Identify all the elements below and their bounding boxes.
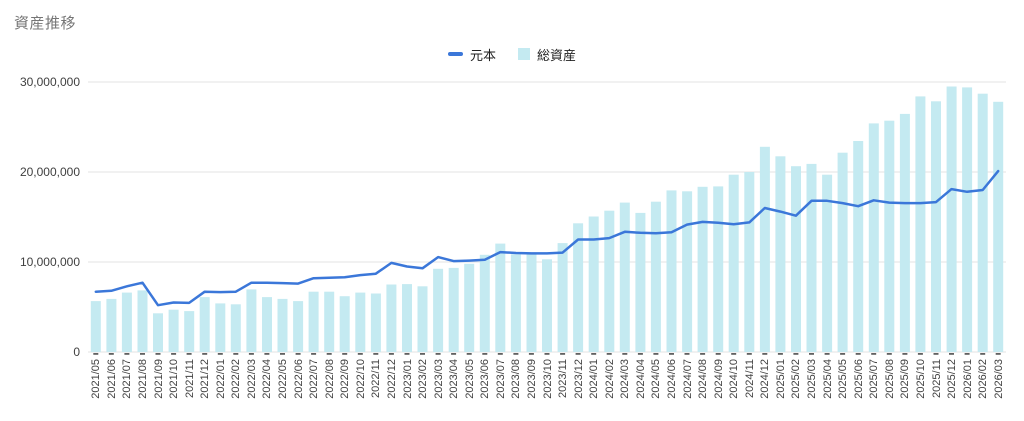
x-tick-label: 2021/06 bbox=[105, 359, 118, 399]
x-tick-label: 2023/12 bbox=[572, 359, 585, 399]
x-tick-label: 2022/02 bbox=[230, 359, 243, 399]
legend-item-label: 総資産 bbox=[537, 47, 577, 63]
x-tick-label: 2022/01 bbox=[214, 359, 227, 399]
x-tick-label: 2022/08 bbox=[323, 359, 336, 399]
y-tick-label: 20,000,000 bbox=[19, 165, 80, 179]
x-tick-label: 2023/04 bbox=[448, 359, 461, 399]
x-tick-label: 2025/07 bbox=[868, 359, 881, 399]
x-tick-label: 2025/05 bbox=[837, 359, 850, 399]
x-tick-label: 2022/06 bbox=[292, 359, 305, 399]
x-tick-label: 2025/11 bbox=[930, 359, 943, 398]
x-tick-label: 2022/09 bbox=[339, 359, 352, 399]
x-tick-label: 2024/05 bbox=[650, 359, 663, 399]
x-tick-label: 2024/07 bbox=[681, 359, 694, 399]
x-tick-label: 2026/03 bbox=[992, 359, 1005, 399]
x-tick-label: 2023/03 bbox=[432, 359, 445, 399]
x-tick-label: 2024/02 bbox=[603, 359, 616, 399]
x-tick-label: 2021/10 bbox=[168, 359, 181, 399]
x-tick-label: 2023/11 bbox=[557, 359, 570, 398]
x-tick-label: 2025/09 bbox=[899, 359, 912, 399]
x-tick-label: 2025/01 bbox=[774, 359, 787, 399]
y-tick-label: 0 bbox=[73, 345, 80, 359]
x-tick-label: 2023/07 bbox=[494, 359, 507, 399]
y-tick-label: 10,000,000 bbox=[19, 255, 80, 269]
legend-item-label: 元本 bbox=[469, 47, 496, 63]
x-tick-label: 2023/01 bbox=[401, 359, 414, 399]
x-tick-label: 2024/09 bbox=[712, 359, 725, 399]
x-tick-label: 2021/08 bbox=[137, 359, 149, 399]
x-tick-label: 2022/05 bbox=[277, 359, 289, 399]
x-tick-label: 2025/10 bbox=[914, 359, 927, 399]
x-tick-label: 2021/11 bbox=[183, 359, 196, 398]
x-tick-label: 2023/10 bbox=[541, 359, 554, 399]
x-tick-label: 2025/03 bbox=[806, 359, 818, 399]
x-tick-label: 2024/03 bbox=[619, 359, 632, 399]
x-tick-label: 2025/06 bbox=[852, 359, 865, 399]
x-tick-label: 2021/09 bbox=[152, 359, 165, 399]
x-tick-label: 2023/05 bbox=[463, 359, 476, 399]
chart-title: 資産推移 bbox=[14, 15, 77, 32]
x-tick-label: 2025/02 bbox=[790, 359, 803, 399]
x-tick-label: 2026/02 bbox=[977, 359, 990, 399]
x-tick-label: 2024/11 bbox=[743, 359, 756, 398]
x-tick-label: 2022/11 bbox=[370, 359, 383, 398]
line-series-marker-icon bbox=[447, 52, 463, 56]
x-tick-label: 2026/01 bbox=[961, 359, 974, 399]
x-tick-label: 2022/07 bbox=[308, 359, 321, 399]
chart-legend: 元本 総資産 bbox=[0, 44, 1024, 64]
x-tick-label: 2024/10 bbox=[728, 359, 741, 399]
x-tick-label: 2024/08 bbox=[697, 359, 710, 399]
x-tick-label: 2025/08 bbox=[883, 359, 896, 399]
x-tick-label: 2025/04 bbox=[821, 359, 834, 399]
x-tick-label: 2021/12 bbox=[199, 359, 212, 399]
bar-series-marker-icon bbox=[518, 48, 530, 60]
x-tick-label: 2024/06 bbox=[666, 359, 678, 399]
x-tick-label: 2022/12 bbox=[385, 359, 398, 399]
x-tick-label: 2024/12 bbox=[759, 359, 772, 399]
y-tick-label: 30,000,000 bbox=[19, 75, 80, 89]
x-tick-label: 2022/10 bbox=[354, 359, 367, 399]
x-tick-label: 2023/09 bbox=[525, 359, 538, 399]
x-tick-label: 2023/02 bbox=[417, 359, 429, 399]
legend-item-principal[interactable]: 元本 bbox=[447, 45, 496, 64]
x-tick-label: 2022/04 bbox=[261, 359, 274, 399]
x-tick-label: 2021/07 bbox=[121, 359, 134, 399]
x-tick-label: 2024/01 bbox=[588, 359, 601, 399]
x-tick-label: 2023/06 bbox=[479, 359, 492, 399]
x-tick-label: 2023/08 bbox=[510, 359, 523, 399]
legend-item-total-assets[interactable]: 総資産 bbox=[518, 45, 576, 64]
x-tick-label: 2024/04 bbox=[634, 359, 647, 399]
x-tick-label: 2021/05 bbox=[90, 359, 103, 399]
x-tick-label: 2025/12 bbox=[946, 359, 958, 399]
x-tick-label: 2022/03 bbox=[245, 359, 258, 399]
